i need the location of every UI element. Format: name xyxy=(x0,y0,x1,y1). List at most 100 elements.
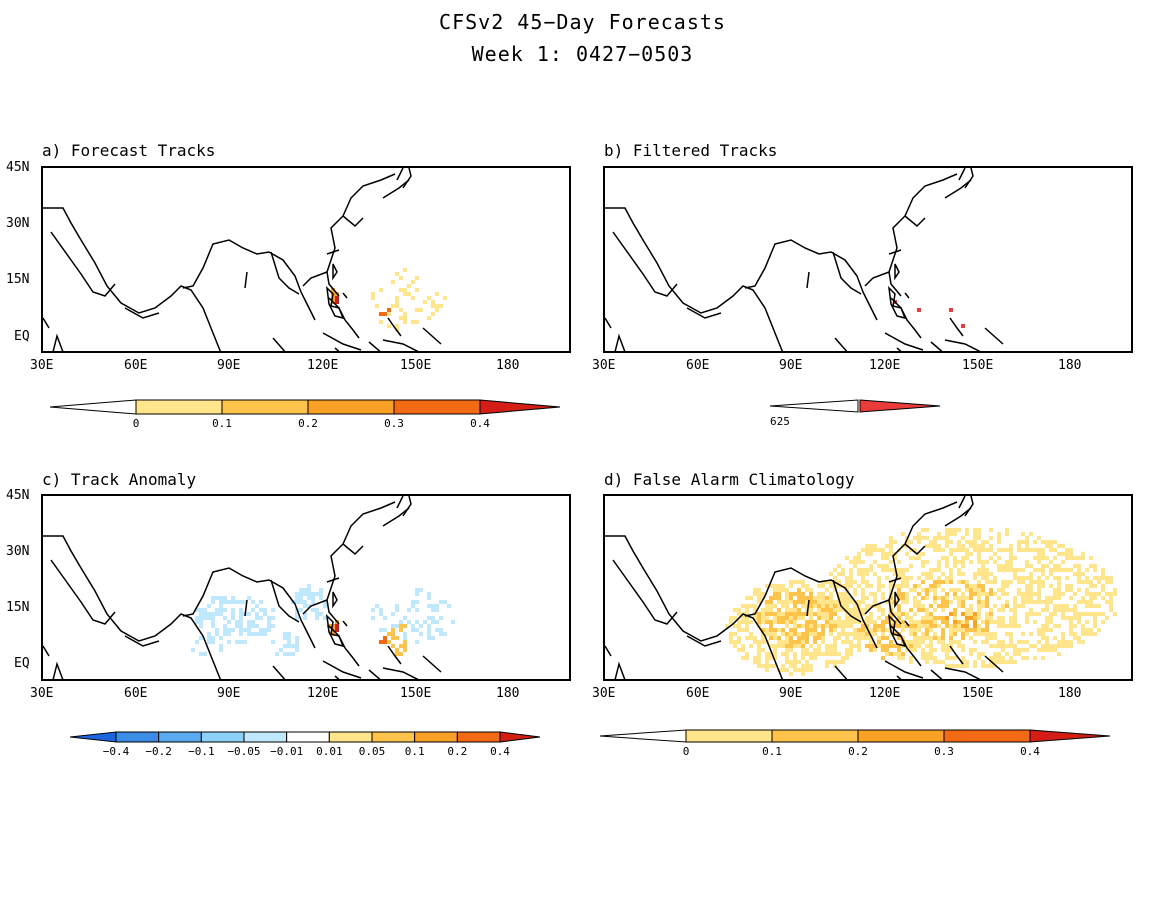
false-alarm-cell xyxy=(1025,600,1029,604)
false-alarm-cell xyxy=(881,624,885,628)
false-alarm-cell xyxy=(1109,608,1113,612)
false-alarm-cell xyxy=(785,632,789,636)
forecast-track-cell xyxy=(379,320,383,324)
false-alarm-cell xyxy=(921,604,925,608)
false-alarm-cell xyxy=(1109,580,1113,584)
false-alarm-cell xyxy=(829,628,833,632)
false-alarm-cell xyxy=(1057,596,1061,600)
false-alarm-cell xyxy=(845,652,849,656)
false-alarm-cell xyxy=(765,584,769,588)
forecast-track-cell xyxy=(427,316,431,320)
false-alarm-cell xyxy=(921,588,925,592)
false-alarm-cell xyxy=(837,572,841,576)
anomaly-cell xyxy=(203,652,207,656)
anomaly-cell xyxy=(427,604,431,608)
false-alarm-cell xyxy=(817,648,821,652)
false-alarm-cell xyxy=(981,640,985,644)
false-alarm-cell xyxy=(969,552,973,556)
anomaly-cell xyxy=(195,620,199,624)
false-alarm-cell xyxy=(1029,576,1033,580)
false-alarm-cell xyxy=(1025,592,1029,596)
false-alarm-cell xyxy=(937,660,941,664)
false-alarm-cell xyxy=(885,620,889,624)
anomaly-cell xyxy=(207,640,211,644)
anomaly-cell xyxy=(223,616,227,620)
lon-label-30e-a: 30E xyxy=(30,358,54,373)
false-alarm-cell xyxy=(1089,556,1093,560)
filtered-track-cell xyxy=(917,308,921,312)
false-alarm-cell xyxy=(1001,568,1005,572)
false-alarm-cell xyxy=(1053,556,1057,560)
false-alarm-cell xyxy=(913,632,917,636)
false-alarm-cell xyxy=(917,592,921,596)
false-alarm-cell xyxy=(857,644,861,648)
false-alarm-cell xyxy=(805,648,809,652)
false-alarm-cell xyxy=(813,652,817,656)
false-alarm-cell xyxy=(769,632,773,636)
false-alarm-cell xyxy=(797,632,801,636)
false-alarm-cell xyxy=(977,608,981,612)
false-alarm-cell xyxy=(1093,576,1097,580)
false-alarm-cell xyxy=(985,604,989,608)
false-alarm-cell xyxy=(901,596,905,600)
false-alarm-cell xyxy=(1061,544,1065,548)
anomaly-cell xyxy=(395,652,399,656)
forecast-track-cell xyxy=(411,296,415,300)
false-alarm-cell xyxy=(1085,628,1089,632)
anomaly-cell xyxy=(231,600,235,604)
false-alarm-cell xyxy=(781,600,785,604)
false-alarm-cell xyxy=(953,588,957,592)
false-alarm-cell xyxy=(1029,580,1033,584)
false-alarm-cell xyxy=(897,612,901,616)
false-alarm-cell xyxy=(1009,632,1013,636)
false-alarm-cell xyxy=(873,560,877,564)
false-alarm-cell xyxy=(769,620,773,624)
false-alarm-cell xyxy=(1077,616,1081,620)
false-alarm-cell xyxy=(773,596,777,600)
false-alarm-cell xyxy=(933,536,937,540)
false-alarm-cell xyxy=(869,564,873,568)
false-alarm-cell xyxy=(929,612,933,616)
colorbar-segment xyxy=(135,399,223,415)
false-alarm-cell xyxy=(781,632,785,636)
forecast-track-cell xyxy=(387,308,391,312)
false-alarm-cell xyxy=(981,572,985,576)
false-alarm-cell xyxy=(893,556,897,560)
false-alarm-cell xyxy=(977,560,981,564)
false-alarm-cell xyxy=(861,624,865,628)
false-alarm-cell xyxy=(1021,548,1025,552)
false-alarm-cell xyxy=(881,648,885,652)
false-alarm-cell xyxy=(809,592,813,596)
false-alarm-cell xyxy=(981,584,985,588)
lon-label-120e-c: 120E xyxy=(307,686,339,701)
false-alarm-cell xyxy=(1025,576,1029,580)
false-alarm-cell xyxy=(1013,616,1017,620)
false-alarm-cell xyxy=(1065,616,1069,620)
false-alarm-cell xyxy=(765,668,769,672)
false-alarm-cell xyxy=(849,596,853,600)
false-alarm-cell xyxy=(737,612,741,616)
anomaly-cell xyxy=(435,604,439,608)
false-alarm-cell xyxy=(797,600,801,604)
false-alarm-cell xyxy=(757,592,761,596)
false-alarm-cell xyxy=(801,640,805,644)
false-alarm-cell xyxy=(933,568,937,572)
false-alarm-cell xyxy=(953,620,957,624)
anomaly-cell xyxy=(295,596,299,600)
anomaly-cell xyxy=(403,648,407,652)
false-alarm-cell xyxy=(741,644,745,648)
anomaly-cell xyxy=(415,628,419,632)
lat-label-eq-c: EQ xyxy=(14,656,30,671)
false-alarm-cell xyxy=(1045,564,1049,568)
false-alarm-cell xyxy=(761,608,765,612)
false-alarm-cell xyxy=(773,644,777,648)
false-alarm-cell xyxy=(917,640,921,644)
false-alarm-cell xyxy=(753,592,757,596)
false-alarm-cell xyxy=(929,636,933,640)
false-alarm-cell xyxy=(957,604,961,608)
false-alarm-cell xyxy=(917,600,921,604)
false-alarm-cell xyxy=(969,544,973,548)
forecast-track-cell xyxy=(399,288,403,292)
colorbar-segment xyxy=(286,731,330,743)
false-alarm-cell xyxy=(789,664,793,668)
